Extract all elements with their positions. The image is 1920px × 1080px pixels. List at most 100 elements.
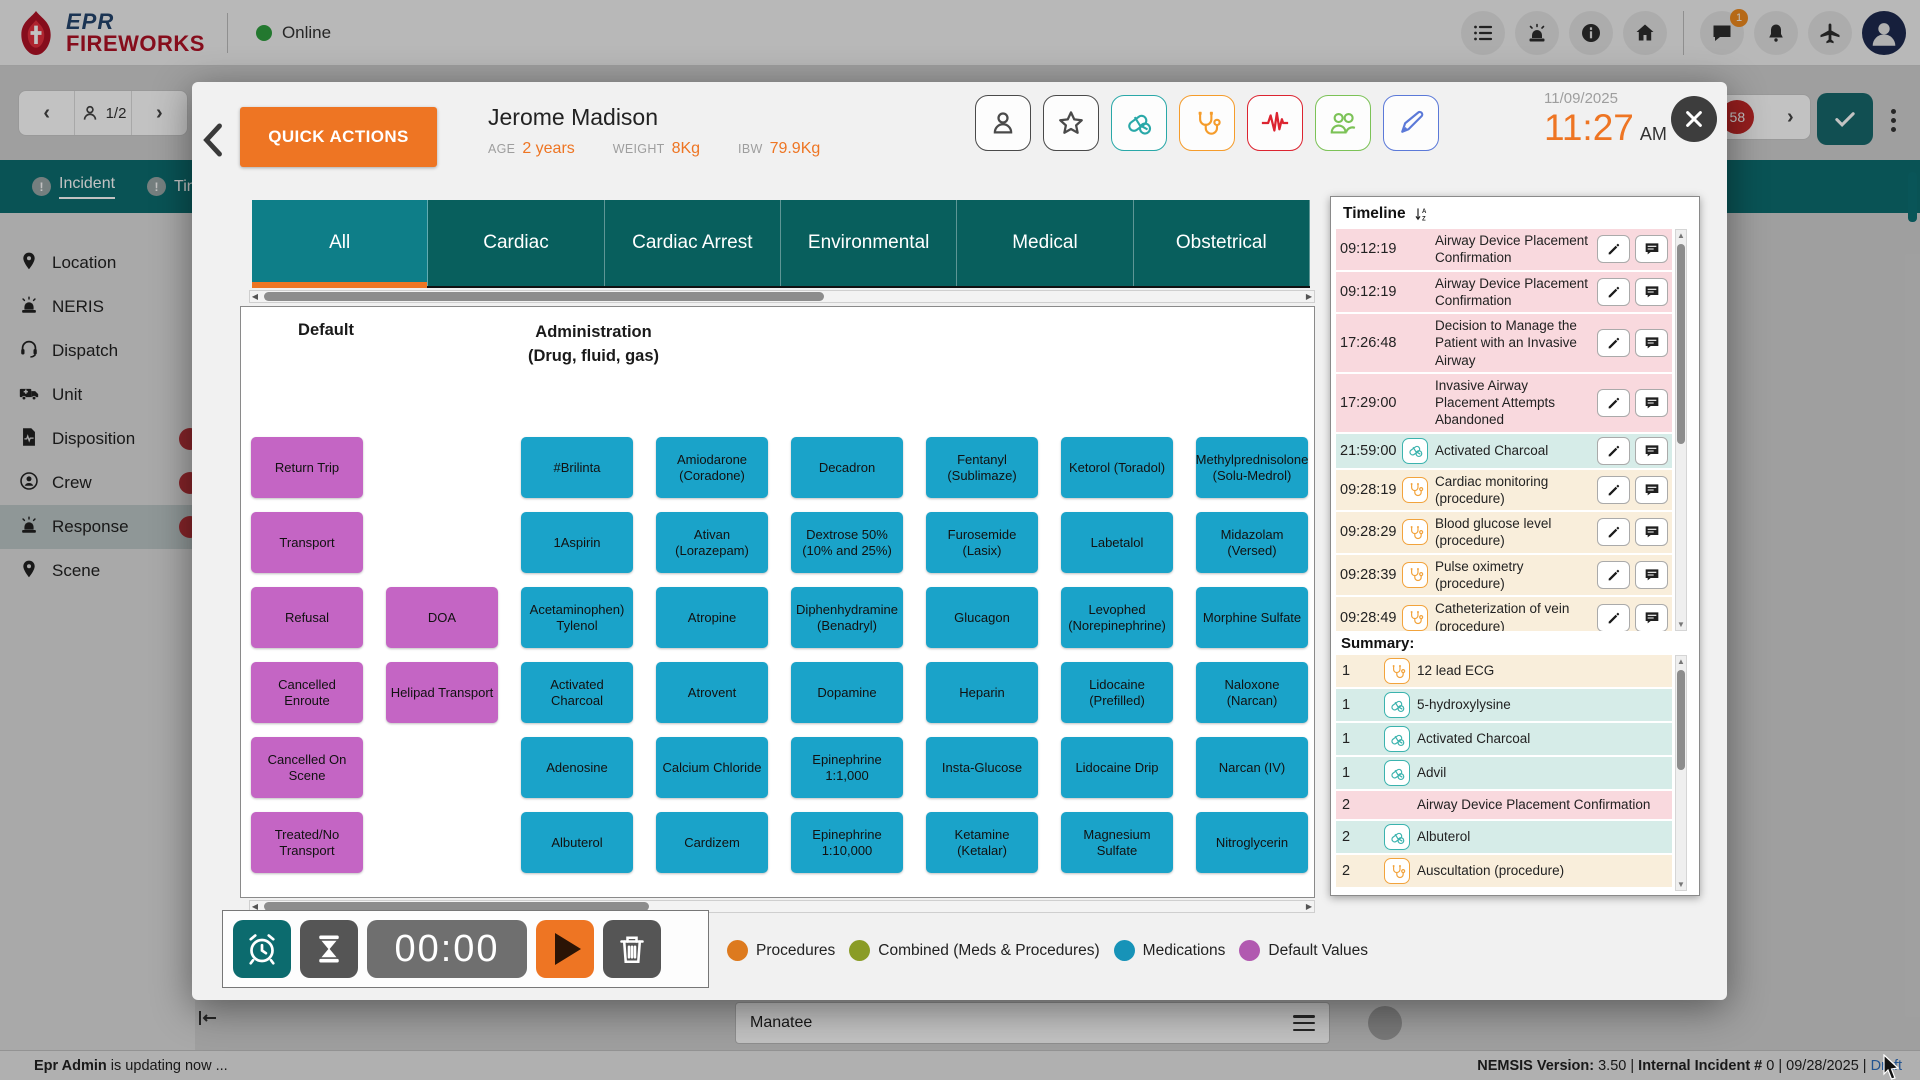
ecg-button[interactable] xyxy=(1247,95,1303,151)
grid-button[interactable]: Helipad Transport xyxy=(386,662,498,723)
comment-entry-button[interactable] xyxy=(1635,389,1668,417)
grid-button[interactable]: Transport xyxy=(251,512,363,573)
modal-close-button[interactable] xyxy=(1671,96,1717,142)
timeline-scrollbar[interactable]: ▲ ▼ xyxy=(1675,229,1687,631)
grid-button[interactable]: Diphenhydramine (Benadryl) xyxy=(791,587,903,648)
quick-actions-tabs: AllCardiacCardiac ArrestEnvironmentalMed… xyxy=(252,200,1310,288)
grid-button[interactable]: Naloxone (Narcan) xyxy=(1196,662,1308,723)
grid-button[interactable]: Cancelled Enroute xyxy=(251,662,363,723)
comment-entry-button[interactable] xyxy=(1635,476,1668,504)
grid-button[interactable]: Labetalol xyxy=(1061,512,1173,573)
summary-row: 1Activated Charcoal xyxy=(1336,723,1672,757)
grid-button[interactable]: Insta-Glucose xyxy=(926,737,1038,798)
grid-button[interactable]: Furosemide (Lasix) xyxy=(926,512,1038,573)
grid-button[interactable]: Decadron xyxy=(791,437,903,498)
edit-entry-button[interactable] xyxy=(1597,278,1630,306)
grid-button[interactable]: #Brilinta xyxy=(521,437,633,498)
legend-dot xyxy=(727,940,748,961)
grid-button[interactable]: Magnesium Sulfate xyxy=(1061,812,1173,873)
grid-button[interactable]: Ativan (Lorazepam) xyxy=(656,512,768,573)
grid-button[interactable]: Glucagon xyxy=(926,587,1038,648)
close-icon xyxy=(1683,108,1705,130)
comment-entry-button[interactable] xyxy=(1635,235,1668,263)
grid-button[interactable]: Nitroglycerin xyxy=(1196,812,1308,873)
grid-button[interactable]: Atropine xyxy=(656,587,768,648)
comment-entry-button[interactable] xyxy=(1635,278,1668,306)
play-timer-button[interactable] xyxy=(536,920,594,978)
quick-actions-button[interactable]: QUICK ACTIONS xyxy=(240,107,437,167)
comment-entry-button[interactable] xyxy=(1635,561,1668,589)
grid-button[interactable]: Return Trip xyxy=(251,437,363,498)
grid-button[interactable]: Treated/No Transport xyxy=(251,812,363,873)
grid-button[interactable]: DOA xyxy=(386,587,498,648)
grid-button[interactable]: Albuterol xyxy=(521,812,633,873)
stethoscope-button[interactable] xyxy=(1179,95,1235,151)
grid-button[interactable]: Narcan (IV) xyxy=(1196,737,1308,798)
edit-entry-button[interactable] xyxy=(1597,235,1630,263)
star-button[interactable] xyxy=(1043,95,1099,151)
grid-button[interactable]: Adenosine xyxy=(521,737,633,798)
grid-button[interactable]: Calcium Chloride xyxy=(656,737,768,798)
summary-count: 1 xyxy=(1340,731,1384,747)
person-button[interactable] xyxy=(975,95,1031,151)
edit-entry-button[interactable] xyxy=(1597,561,1630,589)
edit-entry-button[interactable] xyxy=(1597,437,1630,465)
delete-timer-button[interactable] xyxy=(603,920,661,978)
comment-entry-button[interactable] xyxy=(1635,518,1668,546)
comment-entry-button[interactable] xyxy=(1635,329,1668,357)
summary-scrollbar[interactable]: ▲ ▼ xyxy=(1675,655,1687,891)
hourglass-button[interactable] xyxy=(300,920,358,978)
stethoscope-icon xyxy=(1384,858,1410,884)
edit-entry-button[interactable] xyxy=(1597,389,1630,417)
edit-entry-button[interactable] xyxy=(1597,518,1630,546)
comment-entry-button[interactable] xyxy=(1635,604,1668,631)
tab-all[interactable]: All xyxy=(252,200,428,286)
timeline-row: 09:28:19Cardiac monitoring (procedure) xyxy=(1336,470,1672,513)
alarm-clock-button[interactable] xyxy=(233,920,291,978)
pills-button[interactable] xyxy=(1111,95,1167,151)
edit-entry-button[interactable] xyxy=(1597,604,1630,631)
grid-button[interactable]: Ketorol (Toradol) xyxy=(1061,437,1173,498)
grid-button[interactable]: Midazolam (Versed) xyxy=(1196,512,1308,573)
grid-button[interactable]: Refusal xyxy=(251,587,363,648)
summary-count: 2 xyxy=(1340,829,1384,845)
grid-button[interactable]: 1Aspirin xyxy=(521,512,633,573)
grid-button[interactable]: Acetaminophen) Tylenol xyxy=(521,587,633,648)
grid-button[interactable]: Levophed (Norepinephrine) xyxy=(1061,587,1173,648)
comment-entry-button[interactable] xyxy=(1635,437,1668,465)
pen-button[interactable] xyxy=(1383,95,1439,151)
grid-button[interactable]: Dextrose 50% (10% and 25%) xyxy=(791,512,903,573)
grid-button[interactable]: Ketamine (Ketalar) xyxy=(926,812,1038,873)
timeline-row: 09:28:39Pulse oximetry (procedure) xyxy=(1336,555,1672,598)
grid-button[interactable]: Atrovent xyxy=(656,662,768,723)
grid-button[interactable]: Amiodarone (Coradone) xyxy=(656,437,768,498)
grid-button[interactable]: Fentanyl (Sublimaze) xyxy=(926,437,1038,498)
grid-button[interactable]: Cancelled On Scene xyxy=(251,737,363,798)
tab-obstetrical[interactable]: Obstetrical xyxy=(1134,200,1310,286)
timeline-label: Activated Charcoal xyxy=(1435,442,1597,459)
edit-entry-button[interactable] xyxy=(1597,329,1630,357)
summary-label: Albuterol xyxy=(1417,828,1668,845)
modal-back-button[interactable] xyxy=(200,122,226,158)
grid-button[interactable]: Dopamine xyxy=(791,662,903,723)
legend-label: Medications xyxy=(1143,942,1226,960)
grid-button[interactable]: Epinephrine 1:1,000 xyxy=(791,737,903,798)
grid-button[interactable]: Methylprednisolone (Solu-Medrol) xyxy=(1196,437,1308,498)
people-button[interactable] xyxy=(1315,95,1371,151)
stethoscope-icon xyxy=(1402,477,1428,503)
edit-entry-button[interactable] xyxy=(1597,476,1630,504)
tab-environmental[interactable]: Environmental xyxy=(781,200,957,286)
grid-button[interactable]: Epinephrine 1:10,000 xyxy=(791,812,903,873)
grid-button[interactable]: Activated Charcoal xyxy=(521,662,633,723)
age-label: AGE xyxy=(488,142,515,156)
grid-button[interactable]: Cardizem xyxy=(656,812,768,873)
grid-button[interactable]: Lidocaine (Prefilled) xyxy=(1061,662,1173,723)
grid-button[interactable]: Morphine Sulfate xyxy=(1196,587,1308,648)
tab-cardiac[interactable]: Cardiac xyxy=(428,200,604,286)
tab-medical[interactable]: Medical xyxy=(957,200,1133,286)
tab-cardiac-arrest[interactable]: Cardiac Arrest xyxy=(605,200,781,286)
grid-button[interactable]: Heparin xyxy=(926,662,1038,723)
grid-top-scrollbar[interactable]: ◀▶ xyxy=(249,290,1315,303)
sort-az-icon[interactable]: AZ xyxy=(1414,206,1430,222)
grid-button[interactable]: Lidocaine Drip xyxy=(1061,737,1173,798)
